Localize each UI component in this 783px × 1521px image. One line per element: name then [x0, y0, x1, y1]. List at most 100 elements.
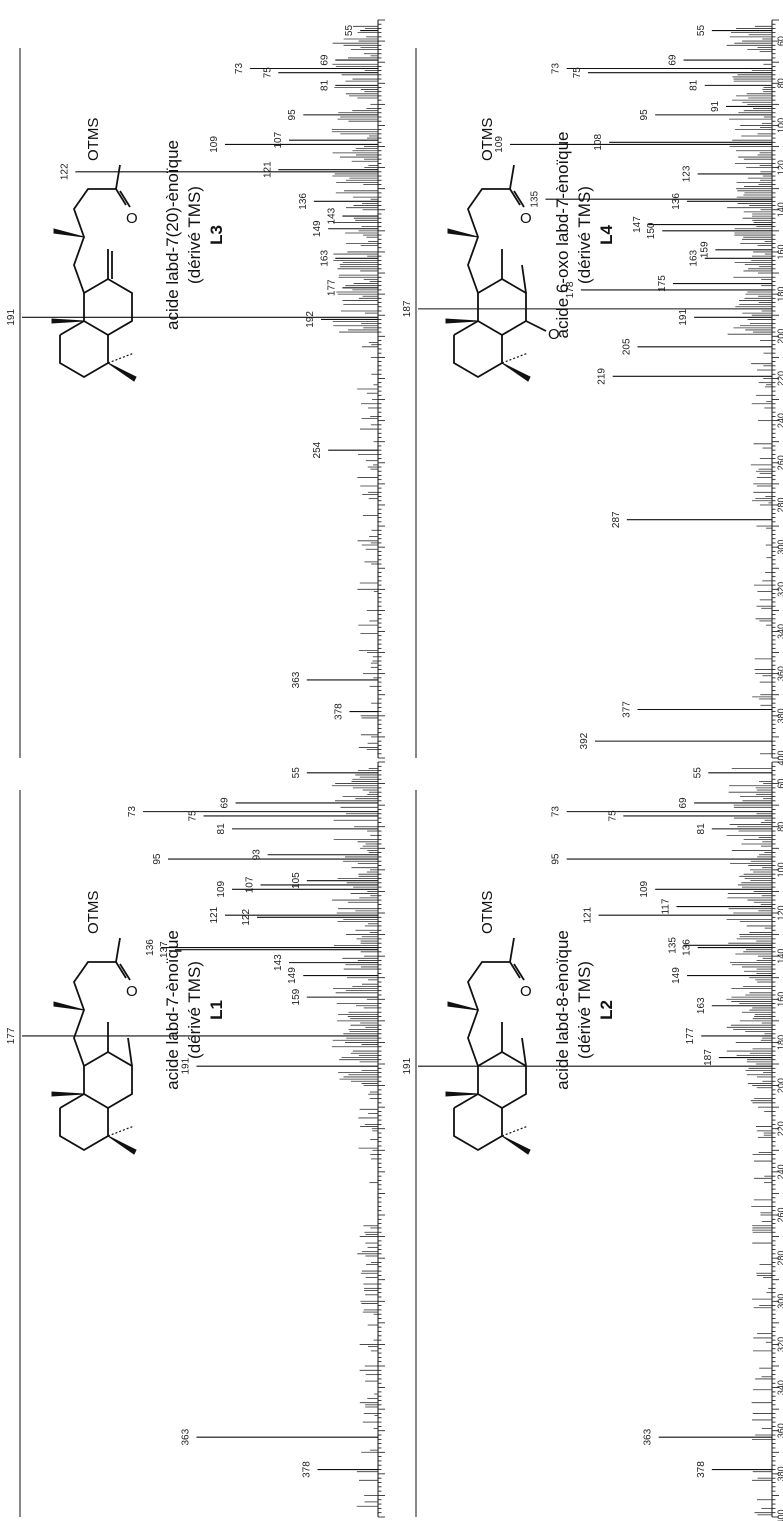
- peak-label-121: 121: [209, 906, 220, 923]
- tick-label: 200: [776, 1078, 783, 1093]
- peak-label-107: 107: [245, 876, 256, 893]
- tick-label: 220: [776, 371, 783, 386]
- peak-label-105: 105: [291, 872, 302, 889]
- peak-label-191: 191: [6, 309, 17, 326]
- compound-name: acide labd-7(20)-ènoïque: [163, 140, 182, 330]
- peak-label-163: 163: [689, 249, 700, 266]
- peak-label-91: 91: [710, 100, 721, 112]
- peak-label-287: 287: [611, 511, 622, 528]
- peak-label-187: 187: [703, 1049, 714, 1066]
- otms-label: OTMS: [479, 891, 496, 934]
- peak-label-163: 163: [319, 249, 330, 266]
- peak-label-81: 81: [216, 823, 227, 835]
- peak-label-177: 177: [6, 1027, 17, 1044]
- peak-label-363: 363: [180, 1428, 191, 1445]
- compound-name: acide labd-8-ènoïque: [553, 930, 572, 1090]
- tick-label: 380: [776, 708, 783, 723]
- tick-label: 160: [776, 992, 783, 1007]
- peak-label-254: 254: [312, 441, 323, 458]
- molecular-structure: O O OTMS: [445, 118, 560, 382]
- tick-label: 400: [776, 1509, 783, 1521]
- peak-label-75: 75: [262, 67, 273, 79]
- compound-caption: acide 6-oxo labd-7-ènoïque (dérivé TMS) L4: [553, 132, 616, 339]
- tick-label: 400: [776, 750, 783, 765]
- peak-label-55: 55: [692, 767, 703, 779]
- tick-label: 260: [776, 455, 783, 470]
- ketone-oxygen-label: O: [548, 326, 560, 343]
- peak-label-81: 81: [689, 79, 700, 91]
- peak-label-109: 109: [216, 880, 227, 897]
- compound-name: acide 6-oxo labd-7-ènoïque: [553, 132, 572, 339]
- peak-label-95: 95: [287, 109, 298, 121]
- peak-label-95: 95: [551, 853, 562, 865]
- peak-label-363: 363: [291, 671, 302, 688]
- peak-label-107: 107: [273, 131, 284, 148]
- tick-label: 200: [776, 329, 783, 344]
- tick-label: 320: [776, 1337, 783, 1352]
- tick-label: 80: [776, 78, 783, 88]
- peak-label-95: 95: [152, 853, 163, 865]
- peak-label-378: 378: [334, 703, 345, 720]
- otms-label: OTMS: [85, 118, 102, 161]
- tick-label: 300: [776, 1294, 783, 1309]
- peak-label-378: 378: [301, 1461, 312, 1478]
- peak-label-69: 69: [668, 54, 679, 66]
- peak-label-205: 205: [621, 338, 632, 355]
- carbonyl-oxygen-label: O: [520, 983, 532, 1000]
- peak-label-55: 55: [696, 25, 707, 37]
- peak-label-136: 136: [145, 939, 156, 956]
- peak-label-55: 55: [344, 25, 355, 37]
- tick-label: 100: [776, 118, 783, 133]
- carbonyl-oxygen-label: O: [126, 983, 138, 1000]
- compound-code: L2: [597, 1000, 616, 1020]
- peak-label-75: 75: [607, 810, 618, 822]
- peak-label-109: 109: [209, 136, 220, 153]
- compound-code: L1: [207, 1000, 226, 1020]
- peak-label-163: 163: [696, 997, 707, 1014]
- peak-label-135: 135: [529, 190, 540, 207]
- peak-label-175: 175: [657, 275, 668, 292]
- tick-label: 100: [776, 862, 783, 877]
- peak-label-122: 122: [241, 909, 252, 926]
- peak-label-149: 149: [287, 967, 298, 984]
- peak-label-81: 81: [319, 79, 330, 91]
- peak-label-192: 192: [305, 311, 316, 328]
- tick-label: 320: [776, 582, 783, 597]
- peak-label-191: 191: [402, 1057, 413, 1074]
- peak-label-69: 69: [319, 54, 330, 66]
- compound-derivative: (dérivé TMS): [575, 186, 594, 284]
- peak-label-159: 159: [699, 241, 710, 258]
- peak-label-73: 73: [234, 62, 245, 74]
- peak-label-121: 121: [583, 906, 594, 923]
- otms-label: OTMS: [85, 891, 102, 934]
- peak-label-117: 117: [660, 898, 671, 914]
- peak-label-150: 150: [646, 222, 657, 239]
- tick-label: 60: [776, 779, 783, 789]
- peak-label-108: 108: [593, 134, 604, 151]
- peak-label-73: 73: [551, 806, 562, 818]
- compound-derivative: (dérivé TMS): [185, 961, 204, 1059]
- peak-label-93: 93: [252, 849, 263, 861]
- tick-label: 280: [776, 1251, 783, 1266]
- peak-label-378: 378: [696, 1461, 707, 1478]
- tick-label: 140: [776, 949, 783, 964]
- tick-label: 180: [776, 287, 783, 302]
- peak-label-178: 178: [565, 281, 576, 298]
- compound-caption: acide labd-8-ènoïque (dérivé TMS) L2: [553, 930, 616, 1090]
- peak-label-136: 136: [682, 939, 693, 956]
- peak-label-69: 69: [220, 797, 231, 809]
- peak-label-55: 55: [291, 767, 302, 779]
- peak-label-143: 143: [273, 954, 284, 971]
- peak-label-177: 177: [326, 279, 337, 296]
- tick-label: 240: [776, 1164, 783, 1179]
- peak-label-149: 149: [671, 967, 682, 984]
- peak-label-109: 109: [494, 136, 505, 153]
- peak-label-122: 122: [59, 163, 70, 180]
- tick-label: 240: [776, 413, 783, 428]
- compound-derivative: (dérivé TMS): [575, 961, 594, 1059]
- tick-label: 120: [776, 905, 783, 920]
- peak-label-377: 377: [621, 701, 632, 718]
- tick-label: 340: [776, 1380, 783, 1395]
